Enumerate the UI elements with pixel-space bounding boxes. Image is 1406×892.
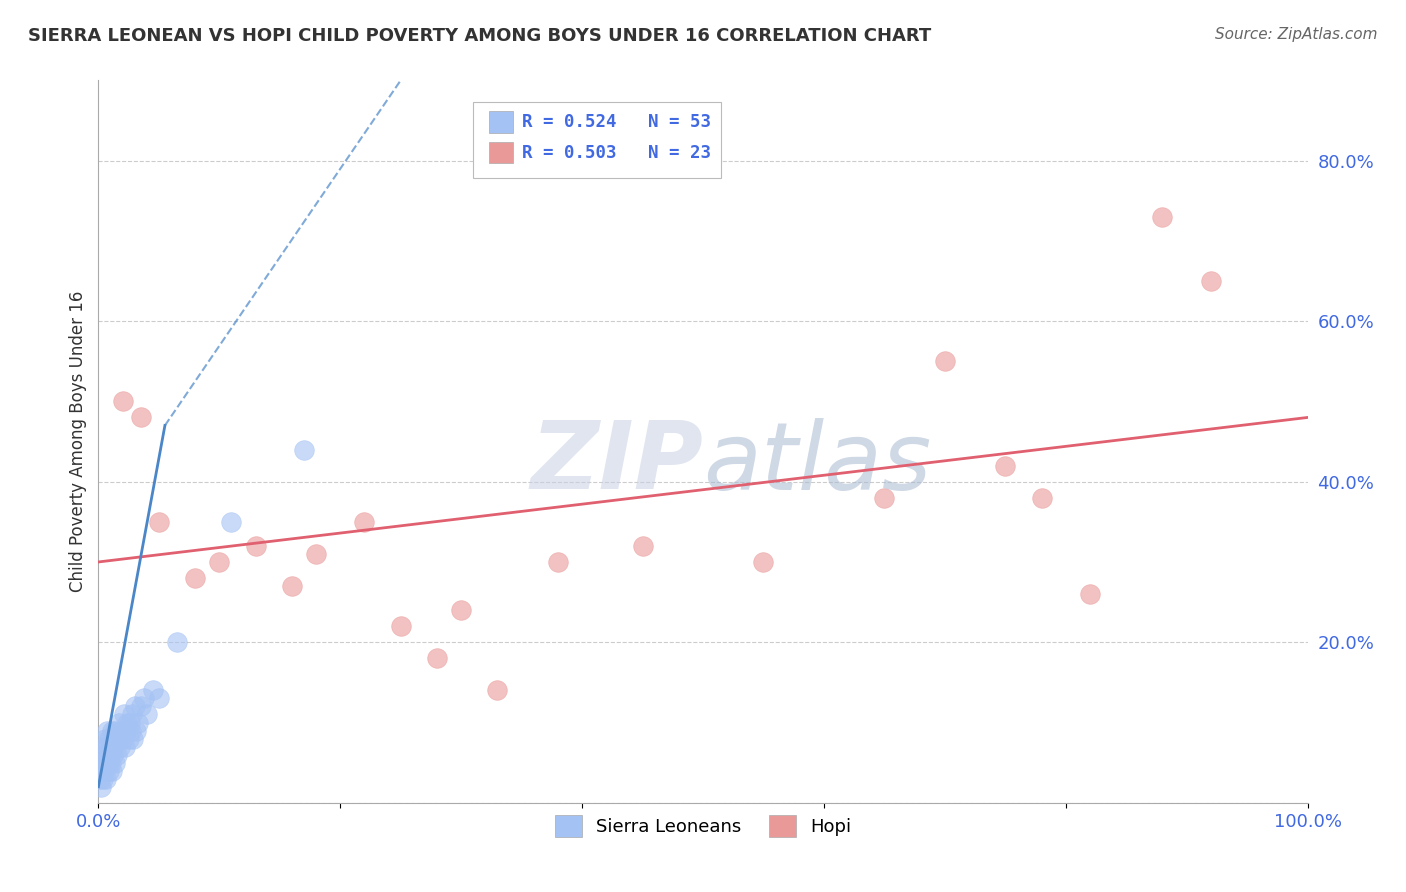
Point [120,723,142,738]
FancyBboxPatch shape [474,102,721,178]
Text: atlas: atlas [703,417,931,508]
Point [98,747,121,762]
Point [90,764,112,778]
Point [134,691,156,706]
Text: Source: ZipAtlas.com: Source: ZipAtlas.com [1215,27,1378,42]
Point [93,764,115,778]
Point [111,731,134,746]
Text: R = 0.503   N = 23: R = 0.503 N = 23 [522,144,710,161]
Point [122,731,145,746]
Point [105,747,128,762]
Point [101,764,124,778]
FancyBboxPatch shape [489,142,513,163]
Point [1199,274,1222,288]
Point [221,515,243,529]
Point [110,723,132,738]
Point [108,739,131,754]
Text: R = 0.524   N = 53: R = 0.524 N = 53 [522,113,710,131]
Point [100,739,122,754]
Point [91,747,114,762]
Point [101,747,124,762]
Point [117,715,139,730]
Point [631,539,654,553]
Point [486,683,509,698]
Point [89,756,111,770]
Point [97,756,120,770]
Point [1078,587,1101,601]
Legend: Sierra Leoneans, Hopi: Sierra Leoneans, Hopi [547,808,859,845]
Point [125,723,148,738]
Point [96,772,118,786]
Point [104,723,127,738]
Point [89,772,111,786]
Point [450,603,472,617]
Point [114,739,136,754]
Point [135,707,157,722]
Point [103,731,125,746]
Point [103,739,125,754]
Point [112,707,135,722]
Point [148,515,170,529]
Point [91,772,114,786]
Point [129,410,152,425]
Point [96,723,118,738]
Point [305,547,328,561]
Point [124,699,146,714]
Point [142,683,165,698]
Point [184,571,207,585]
FancyBboxPatch shape [489,112,513,133]
Point [94,731,117,746]
Point [96,739,118,754]
Point [118,731,141,746]
Point [752,555,775,569]
Point [292,442,315,457]
Point [111,394,134,409]
Point [129,699,152,714]
Point [100,756,122,770]
Point [98,731,121,746]
Point [208,555,231,569]
Point [97,764,120,778]
Point [934,354,956,368]
Point [389,619,412,633]
Point [1152,210,1174,224]
Text: SIERRA LEONEAN VS HOPI CHILD POVERTY AMONG BOYS UNDER 16 CORRELATION CHART: SIERRA LEONEAN VS HOPI CHILD POVERTY AMO… [28,27,931,45]
Point [104,756,127,770]
Point [426,651,449,665]
Point [166,635,188,649]
Point [873,491,896,505]
Point [547,555,569,569]
Point [281,579,304,593]
Point [100,723,122,738]
Point [107,731,129,746]
Point [118,715,141,730]
Point [94,747,117,762]
Point [994,458,1017,473]
Point [91,739,114,754]
Point [90,780,112,794]
Point [121,707,143,722]
Point [115,723,138,738]
Text: ZIP: ZIP [530,417,703,509]
Point [93,756,115,770]
Point [108,715,131,730]
Point [353,515,375,529]
Point [245,539,267,553]
Y-axis label: Child Poverty Among Boys Under 16: Child Poverty Among Boys Under 16 [69,291,87,592]
Point [1031,491,1053,505]
Point [148,691,170,706]
Point [127,715,149,730]
